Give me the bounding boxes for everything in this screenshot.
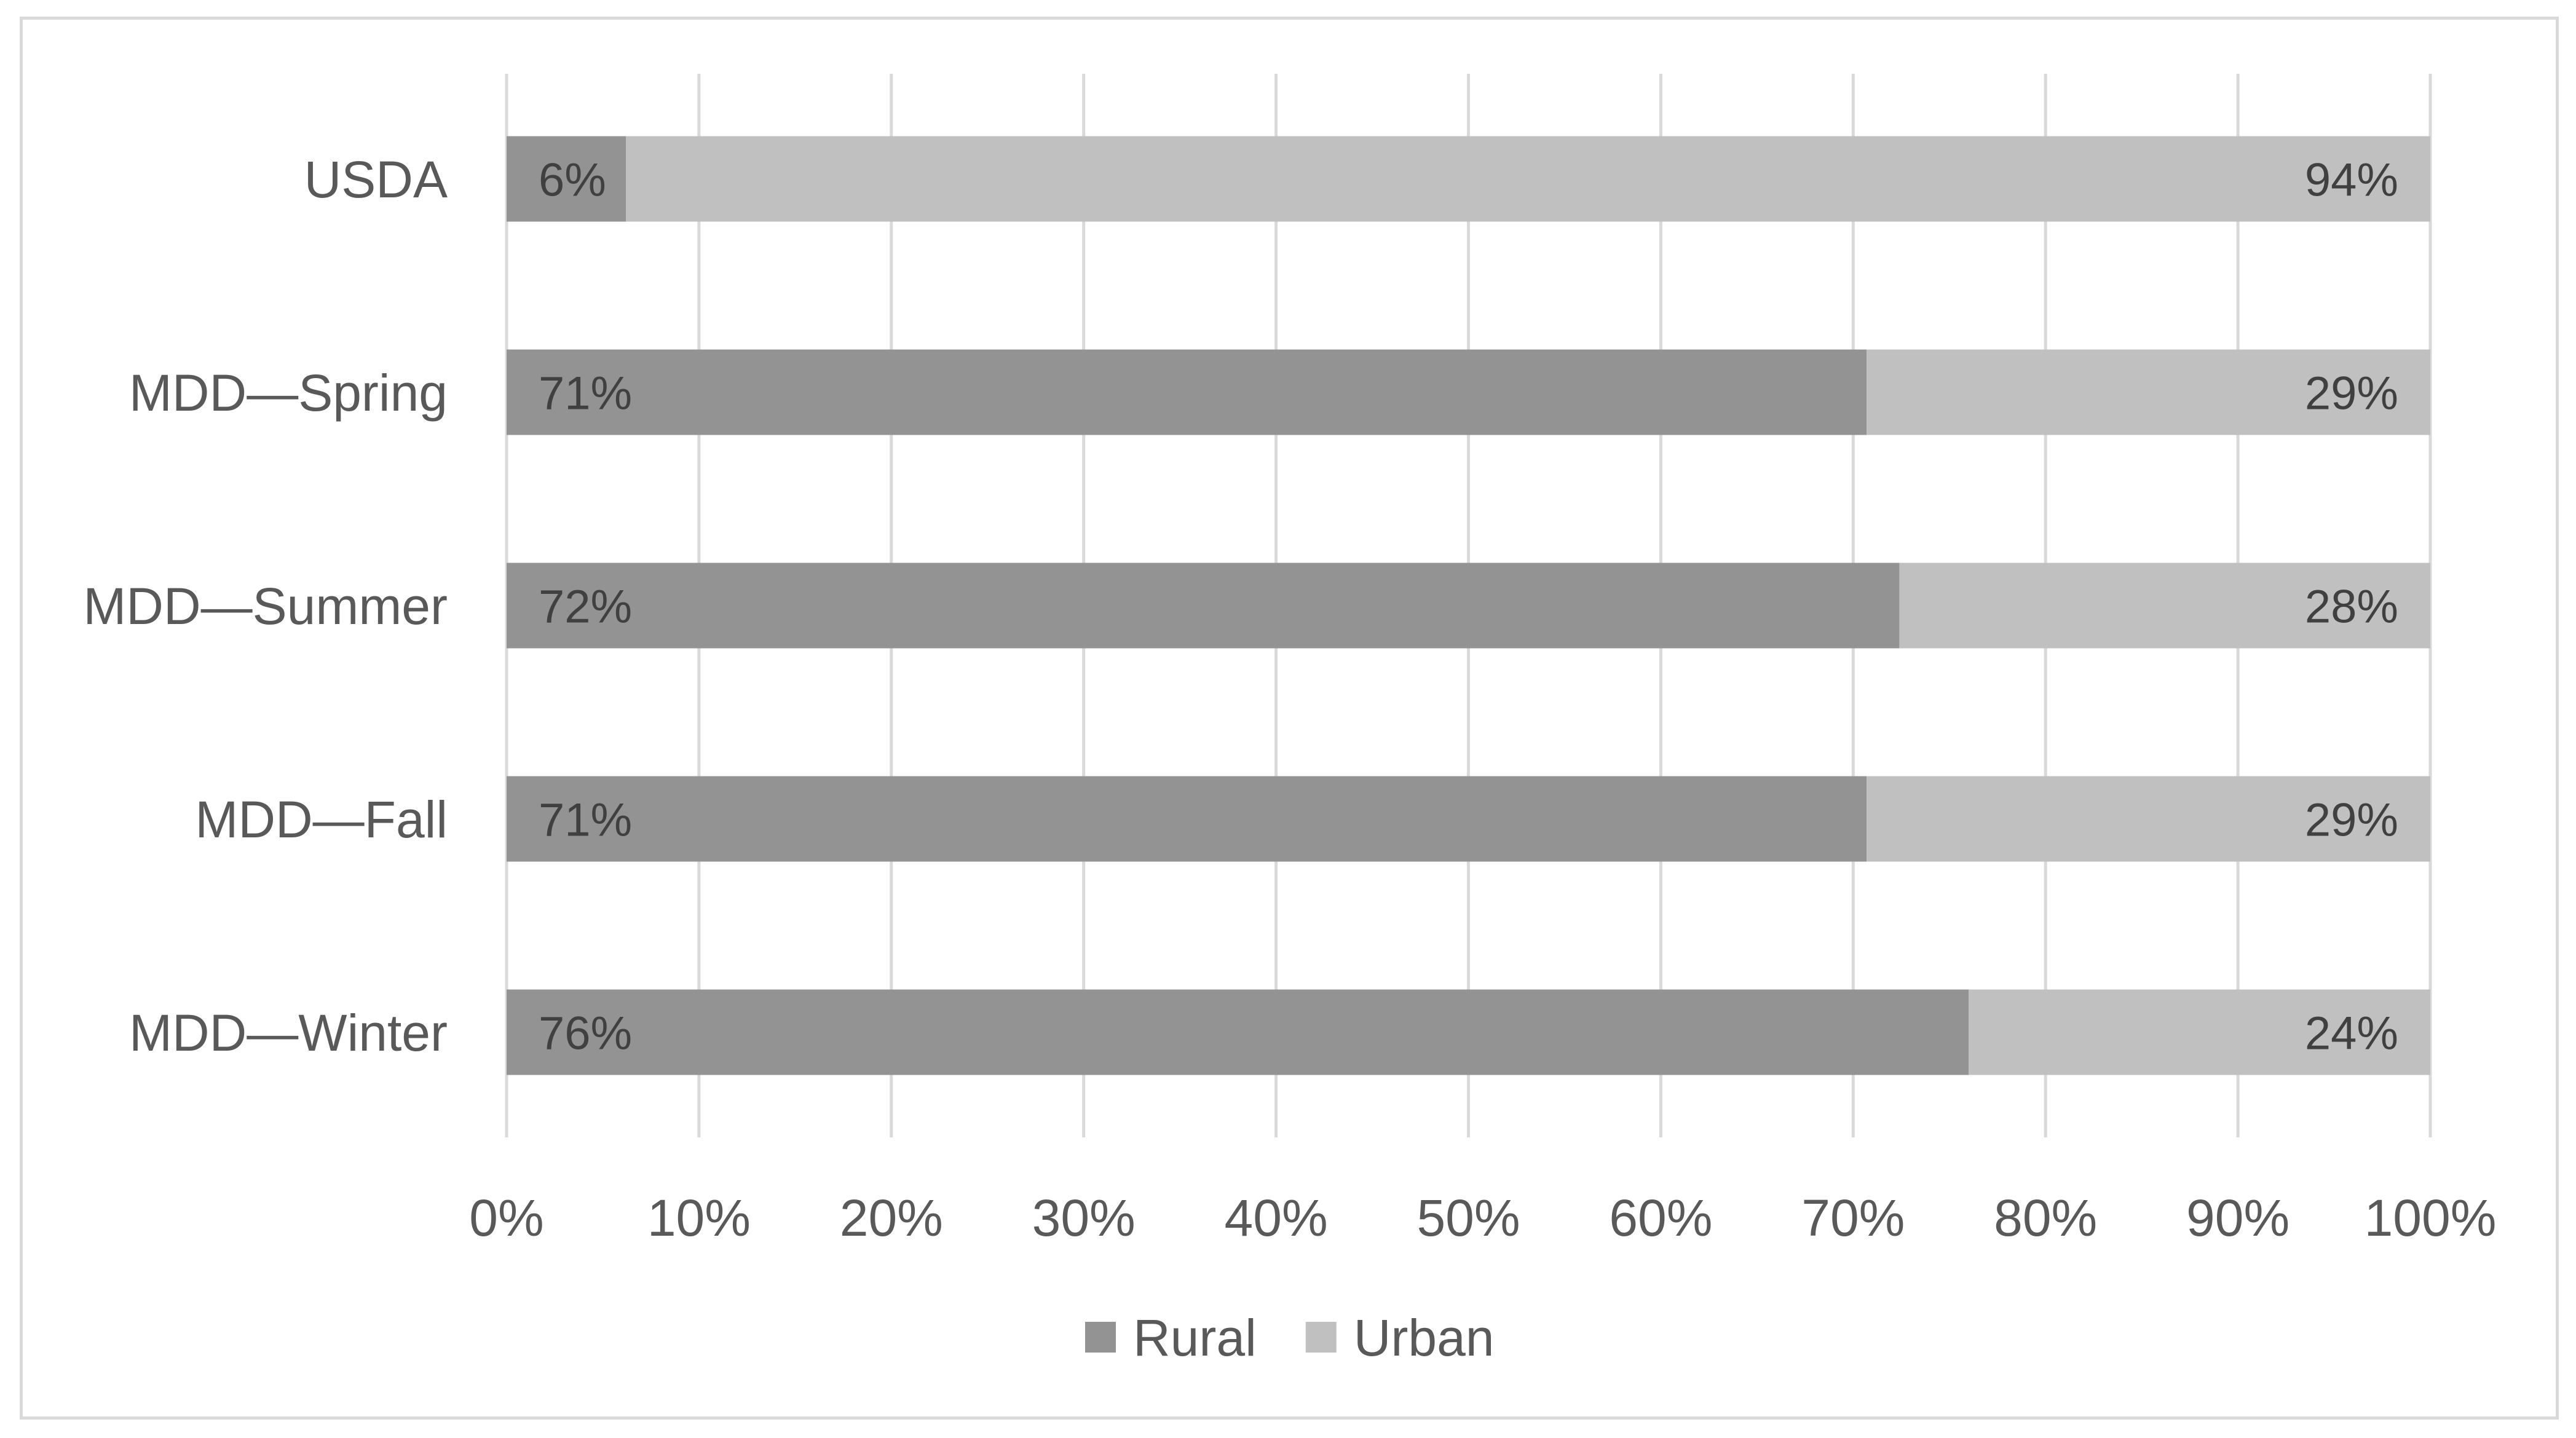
category-label: MDD—Fall [195,791,448,848]
data-label-urban: 94% [2305,154,2398,206]
category-label: USDA [304,151,448,208]
data-label-rural: 71% [539,794,632,846]
data-label-urban: 24% [2305,1007,2398,1059]
legend: Rural Urban [1085,1309,1495,1367]
data-label-urban: 29% [2305,367,2398,419]
bar-urban [1899,563,2430,649]
x-tick-label: 30% [1032,1189,1136,1247]
x-tick-label: 0% [469,1189,543,1247]
x-tick-label: 40% [1225,1189,1328,1247]
legend-swatch-urban [1305,1322,1337,1353]
data-label-urban: 28% [2305,580,2398,633]
x-tick-label: 20% [840,1189,943,1247]
bar-rural [507,349,1867,435]
x-tick-label: 70% [1801,1189,1905,1247]
bar-rural [507,776,1867,862]
x-tick-label: 10% [647,1189,751,1247]
bar-urban [1867,349,2430,435]
bar-urban [625,136,2430,222]
bar-rural [507,136,626,222]
data-label-rural: 76% [539,1007,632,1059]
bars [507,136,2430,1075]
category-label: MDD—Summer [83,577,448,635]
x-tick-label: 90% [2186,1189,2290,1247]
chart-frame [20,17,2559,1420]
bar-urban [1867,776,2430,862]
bar-urban [1969,989,2430,1075]
value-axis: 0% 10% 20% 30% 40% 50% 60% 70% 80% 90% 100% [469,1189,2496,1247]
data-label-rural: 71% [539,367,632,419]
x-tick-label: 60% [1609,1189,1712,1247]
x-tick-label: 50% [1416,1189,1520,1247]
data-label-rural: 72% [539,580,632,633]
data-label-rural: 6% [539,154,606,206]
bar-rural [507,563,1900,649]
category-label: MDD—Spring [129,364,448,422]
legend-swatch-rural [1085,1322,1116,1353]
data-labels: 6% 94% 71% 29% 72% 28% 71% 29% 76% 24% [539,154,2398,1059]
category-axis: USDA MDD—Spring MDD—Summer MDD—Fall MDD—Wint… [83,151,448,1062]
legend-label-rural: Rural [1133,1309,1257,1367]
data-label-urban: 29% [2305,794,2398,846]
bar-rural [507,989,1969,1075]
x-tick-label: 100% [2365,1189,2497,1247]
category-label: MDD—Winter [129,1004,448,1062]
x-tick-label: 80% [1994,1189,2097,1247]
legend-label-urban: Urban [1354,1309,1495,1367]
